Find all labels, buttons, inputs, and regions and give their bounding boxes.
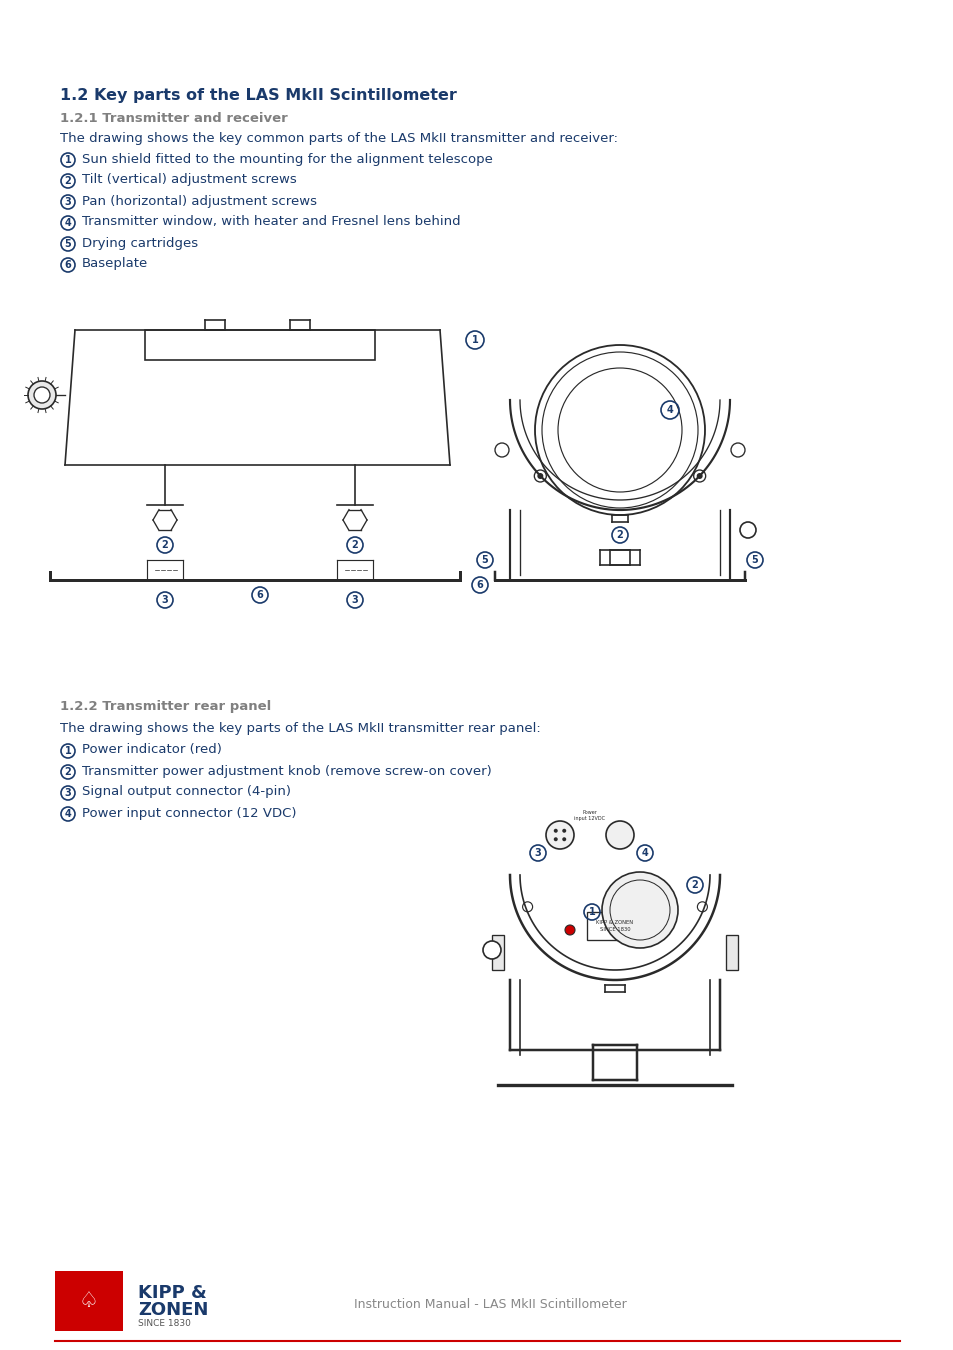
Circle shape bbox=[534, 470, 546, 482]
Text: Transmitter power adjustment knob (remove screw-on cover): Transmitter power adjustment knob (remov… bbox=[82, 764, 491, 778]
Text: 2: 2 bbox=[65, 176, 71, 186]
Text: 3: 3 bbox=[65, 788, 71, 798]
Circle shape bbox=[482, 941, 500, 958]
Circle shape bbox=[537, 472, 543, 479]
Bar bbox=[725, 936, 738, 971]
Circle shape bbox=[605, 821, 634, 849]
Text: 1: 1 bbox=[65, 747, 71, 756]
Circle shape bbox=[561, 829, 566, 833]
Text: 1: 1 bbox=[588, 907, 595, 917]
Text: Pan (horizontal) adjustment screws: Pan (horizontal) adjustment screws bbox=[82, 194, 316, 208]
Text: Drying cartridges: Drying cartridges bbox=[82, 236, 198, 250]
Text: 2: 2 bbox=[616, 531, 622, 540]
Text: Tilt (vertical) adjustment screws: Tilt (vertical) adjustment screws bbox=[82, 174, 296, 186]
Circle shape bbox=[553, 837, 558, 841]
Text: 6: 6 bbox=[476, 580, 483, 590]
Text: 3: 3 bbox=[161, 595, 168, 605]
Circle shape bbox=[601, 872, 678, 948]
Circle shape bbox=[740, 522, 755, 539]
Text: 6: 6 bbox=[65, 261, 71, 270]
Bar bbox=[55, 1270, 123, 1331]
Text: 1: 1 bbox=[471, 335, 477, 346]
Text: SINCE 1830: SINCE 1830 bbox=[138, 1319, 191, 1327]
Text: The drawing shows the key parts of the LAS MkII transmitter rear panel:: The drawing shows the key parts of the L… bbox=[60, 722, 540, 734]
Text: 4: 4 bbox=[666, 405, 673, 414]
Text: Transmitter window, with heater and Fresnel lens behind: Transmitter window, with heater and Fres… bbox=[82, 216, 460, 228]
Circle shape bbox=[696, 472, 702, 479]
Text: 3: 3 bbox=[534, 848, 540, 859]
Circle shape bbox=[697, 902, 707, 911]
Text: Baseplate: Baseplate bbox=[82, 258, 148, 270]
Text: 2: 2 bbox=[65, 767, 71, 778]
Text: 3: 3 bbox=[352, 595, 358, 605]
Circle shape bbox=[693, 470, 705, 482]
Text: 5: 5 bbox=[481, 555, 488, 566]
Text: 6: 6 bbox=[256, 590, 263, 599]
Bar bbox=[492, 936, 503, 971]
Circle shape bbox=[522, 902, 532, 911]
Text: Power input connector (12 VDC): Power input connector (12 VDC) bbox=[82, 806, 296, 819]
Circle shape bbox=[28, 381, 56, 409]
Text: 4: 4 bbox=[65, 217, 71, 228]
Text: Instruction Manual - LAS MkII Scintillometer: Instruction Manual - LAS MkII Scintillom… bbox=[354, 1299, 626, 1311]
Circle shape bbox=[495, 443, 509, 458]
Text: 1.2 Key parts of the LAS MkII Scintillometer: 1.2 Key parts of the LAS MkII Scintillom… bbox=[60, 88, 456, 103]
Text: KIPP &: KIPP & bbox=[138, 1284, 207, 1301]
Bar bbox=[587, 913, 641, 940]
Text: 1.2.2 Transmitter rear panel: 1.2.2 Transmitter rear panel bbox=[60, 701, 271, 713]
Circle shape bbox=[564, 925, 575, 936]
Circle shape bbox=[553, 829, 558, 833]
Circle shape bbox=[34, 387, 50, 404]
Circle shape bbox=[561, 837, 566, 841]
Text: 1: 1 bbox=[65, 155, 71, 165]
Text: Power
input 12VDC: Power input 12VDC bbox=[574, 810, 605, 821]
Text: ♤: ♤ bbox=[79, 1291, 99, 1311]
Text: Signal output connector (4-pin): Signal output connector (4-pin) bbox=[82, 786, 291, 798]
Text: 4: 4 bbox=[65, 809, 71, 819]
Circle shape bbox=[545, 821, 574, 849]
Text: 4: 4 bbox=[641, 848, 648, 859]
Text: 2: 2 bbox=[352, 540, 358, 549]
Bar bbox=[145, 329, 375, 360]
Text: Sun shield fitted to the mounting for the alignment telescope: Sun shield fitted to the mounting for th… bbox=[82, 153, 493, 166]
Text: KIPP & ZONEN
SINCE 1830: KIPP & ZONEN SINCE 1830 bbox=[596, 921, 633, 931]
Text: 5: 5 bbox=[65, 239, 71, 248]
Text: Power indicator (red): Power indicator (red) bbox=[82, 744, 222, 756]
Text: 1.2.1 Transmitter and receiver: 1.2.1 Transmitter and receiver bbox=[60, 112, 288, 126]
Text: The drawing shows the key common parts of the LAS MkII transmitter and receiver:: The drawing shows the key common parts o… bbox=[60, 132, 618, 144]
Text: 2: 2 bbox=[161, 540, 168, 549]
Text: ZONEN: ZONEN bbox=[138, 1301, 208, 1319]
Circle shape bbox=[730, 443, 744, 458]
Text: 5: 5 bbox=[751, 555, 758, 566]
Text: 2: 2 bbox=[691, 880, 698, 890]
Text: 3: 3 bbox=[65, 197, 71, 207]
